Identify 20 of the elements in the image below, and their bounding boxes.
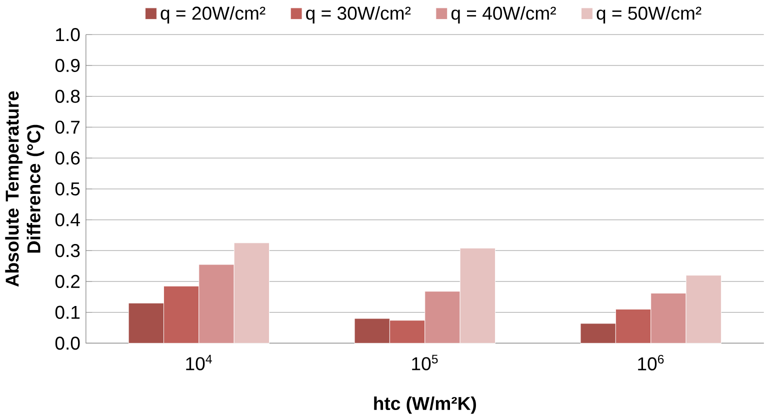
y-tick-label: 0.7 [55,120,80,134]
y-tick-label: 0.4 [55,213,80,226]
x-axis-title: htc (W/m²K) [374,396,476,414]
y-tick-label: 0.0 [55,336,80,350]
x-tick-label: 10$^{5}$ [412,354,438,370]
legend-label: q = 50W/cm² [596,6,702,24]
legend-label: q = 40W/cm² [451,6,556,24]
y-tick-label: 0.8 [55,90,80,103]
y-tick-label: 0.1 [55,306,80,319]
y-tick-label: 1.0 [56,28,80,42]
legend-label: q = 20W/cm² [160,6,266,24]
y-tick-label: 0.6 [55,152,80,165]
y-axis-title: Absolute Temperature Difference (°C) [5,91,44,287]
x-tick-label: 10$^{6}$ [638,354,664,370]
y-tick-label: 0.2 [55,274,80,288]
y-tick-label: 0.9 [55,58,80,72]
y-tick-label: 0.3 [55,244,80,258]
x-tick-label: 10$^{4}$ [186,354,212,370]
y-tick-label: 0.5 [55,182,80,196]
legend-label: q = 30W/cm² [306,6,411,24]
